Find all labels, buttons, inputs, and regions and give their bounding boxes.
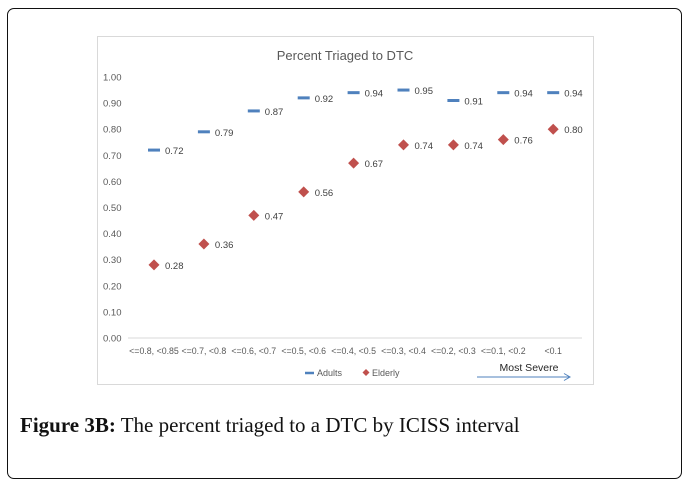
x-tick-label: <=0.4, <0.5 <box>331 346 376 356</box>
legend-adults-label: Adults <box>317 368 343 378</box>
caption-text: The percent triaged to a DTC by ICISS in… <box>115 413 520 437</box>
elderly-point <box>148 259 160 271</box>
adults-data-label: 0.94 <box>514 89 533 100</box>
chart-area <box>97 36 594 385</box>
y-tick-label: 0.80 <box>103 125 122 136</box>
x-tick-label: <=0.1, <0.2 <box>481 346 526 356</box>
x-tick-label: <=0.6, <0.7 <box>231 346 276 356</box>
y-tick-label: 0.00 <box>103 334 122 345</box>
elderly-point <box>248 209 260 221</box>
x-axis-ticks: <=0.8, <0.85 <=0.7, <0.8 <=0.6, <0.7 <=0.5,… <box>129 346 562 356</box>
elderly-data-label: 0.28 <box>165 261 184 272</box>
elderly-data-label: 0.74 <box>464 141 483 152</box>
x-tick-label: <=0.8, <0.85 <box>129 346 179 356</box>
y-tick-label: 0.60 <box>103 177 122 188</box>
adults-data-label: 0.94 <box>365 89 384 100</box>
most-severe-annotation: Most Severe <box>477 362 571 381</box>
elderly-data-label: 0.67 <box>365 159 384 170</box>
figure-caption: Figure 3B: The percent triaged to a DTC … <box>20 413 520 438</box>
elderly-data-label: 0.36 <box>215 240 234 251</box>
most-severe-label: Most Severe <box>500 362 559 374</box>
x-tick-label: <=0.5, <0.6 <box>281 346 326 356</box>
y-tick-label: 1.00 <box>103 73 122 84</box>
legend-elderly-marker <box>362 369 370 376</box>
elderly-point <box>398 139 409 151</box>
series-group: 0.72 0.79 0.87 0.92 0.94 0.95 0.91 0.94 0.94 0.28… <box>148 86 583 272</box>
elderly-point <box>447 139 459 151</box>
elderly-point <box>547 123 559 135</box>
elderly-point <box>348 157 360 169</box>
adults-data-label: 0.87 <box>265 107 284 118</box>
adults-data-label: 0.95 <box>415 86 434 97</box>
elderly-point <box>298 186 310 198</box>
adults-data-label: 0.72 <box>165 146 184 157</box>
adults-data-label: 0.79 <box>215 128 234 139</box>
y-tick-label: 0.70 <box>103 151 122 162</box>
y-axis-ticks: 0.00 0.10 0.20 0.30 0.40 0.50 0.60 0.70 0.80 0.90… <box>103 73 122 345</box>
y-tick-label: 0.10 <box>103 307 122 318</box>
adults-data-label: 0.94 <box>564 89 583 100</box>
elderly-data-label: 0.80 <box>564 125 583 136</box>
arrow-head-icon <box>563 373 571 381</box>
y-tick-label: 0.50 <box>103 203 122 214</box>
elderly-data-label: 0.56 <box>315 188 334 199</box>
y-tick-label: 0.20 <box>103 281 122 292</box>
caption-label: Figure 3B: <box>20 413 116 437</box>
legend-elderly-label: Elderly <box>372 368 400 378</box>
chart-title: Percent Triaged to DTC <box>277 48 414 63</box>
x-tick-label: <0.1 <box>545 346 562 356</box>
elderly-data-label: 0.47 <box>265 211 284 222</box>
elderly-point <box>497 134 509 146</box>
y-tick-label: 0.90 <box>103 99 122 110</box>
adults-data-label: 0.92 <box>315 94 334 105</box>
x-tick-label: <=0.2, <0.3 <box>431 346 476 356</box>
x-tick-label: <=0.7, <0.8 <box>182 346 227 356</box>
elderly-point <box>198 238 210 250</box>
elderly-data-label: 0.74 <box>415 141 434 152</box>
x-tick-label: <=0.3, <0.4 <box>381 346 426 356</box>
y-tick-label: 0.30 <box>103 255 122 266</box>
adults-data-label: 0.91 <box>464 96 483 107</box>
y-tick-label: 0.40 <box>103 229 122 240</box>
legend: Adults Elderly <box>305 368 400 378</box>
elderly-data-label: 0.76 <box>514 136 533 147</box>
